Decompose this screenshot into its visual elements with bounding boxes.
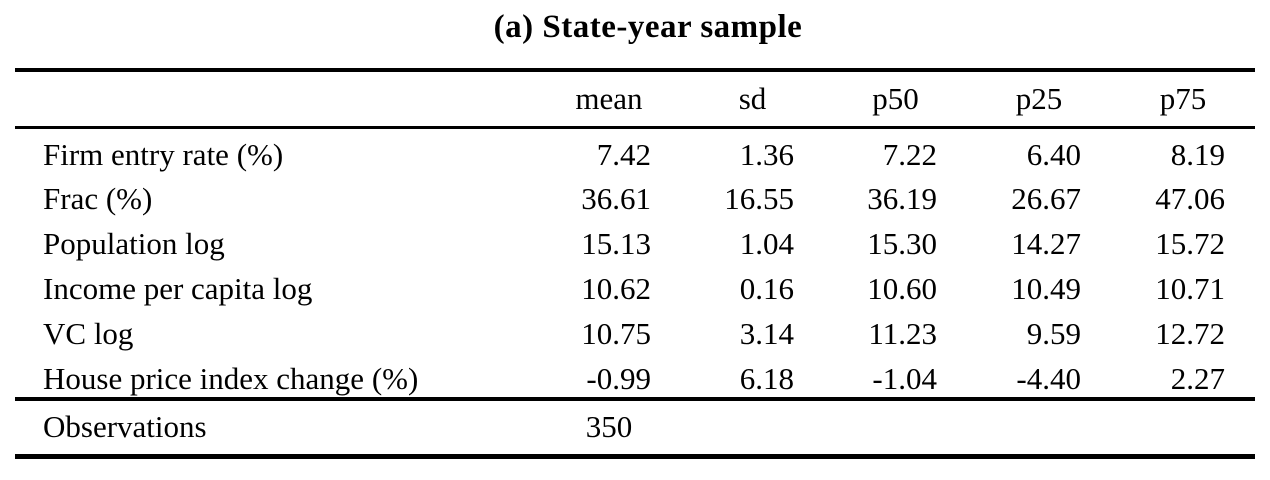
empty-cell	[1111, 399, 1255, 457]
row-label: Income per capita log	[43, 271, 313, 306]
stat-cell-mean: -0.99	[586, 360, 651, 396]
summary-statistics-table: mean sd p50 p25 p75 Firm entry rate (%) …	[15, 68, 1255, 459]
stat-cell-p75: 8.19	[1170, 136, 1225, 172]
stat-cell-p75: 2.27	[1170, 360, 1225, 396]
stat-cell-p25: 14.27	[1011, 226, 1081, 261]
stat-cell-sd: 16.55	[724, 181, 794, 216]
stat-cell-p25: -4.40	[1016, 360, 1081, 396]
stat-cell-p50: 36.19	[867, 181, 937, 216]
observations-row: Observations 350	[15, 399, 1255, 457]
stat-cell-p75: 15.72	[1155, 226, 1225, 261]
stat-cell-p25: 9.59	[1026, 316, 1081, 351]
stat-cell-p50: -1.04	[872, 360, 937, 396]
col-header-p50: p50	[872, 80, 919, 116]
row-label: Firm entry rate (%)	[43, 136, 284, 172]
table-footer: Observations 350	[15, 398, 1255, 457]
empty-cell	[824, 399, 967, 457]
empty-cell	[967, 399, 1111, 457]
empty-cell	[681, 399, 824, 457]
col-header-p25: p25	[1015, 80, 1063, 116]
col-header-p75: p75	[1159, 80, 1207, 116]
stat-cell-p50: 11.23	[868, 316, 937, 351]
stat-cell-sd: 1.36	[739, 136, 794, 172]
stat-cell-p25: 26.67	[1011, 181, 1081, 216]
stat-cell-p50: 7.22	[882, 136, 937, 172]
row-label: Frac (%)	[43, 181, 153, 216]
row-label: VC log	[43, 316, 134, 351]
stat-cell-p50: 15.30	[867, 226, 937, 261]
table-row: Frac (%) 36.61 16.55 36.19 26.67 47.06	[15, 173, 1255, 218]
table-body: Firm entry rate (%) 7.42 1.36 7.22 6.40 …	[15, 127, 1255, 399]
stat-cell-mean: 36.61	[581, 181, 651, 216]
table-header: mean sd p50 p25 p75	[15, 70, 1255, 127]
stat-cell-sd: 1.04	[739, 226, 794, 261]
stat-cell-sd: 0.16	[739, 271, 794, 306]
observations-label: Observations	[43, 409, 207, 445]
panel-title: (a) State-year sample	[493, 9, 803, 45]
row-label: House price index change (%)	[43, 360, 419, 396]
stat-cell-p25: 6.40	[1026, 136, 1081, 172]
stat-cell-p50: 10.60	[867, 271, 937, 306]
header-empty-cell	[15, 70, 537, 127]
stat-cell-p75: 47.06	[1155, 181, 1225, 216]
row-label: Population log	[43, 226, 225, 261]
stat-cell-mean: 15.13	[581, 226, 651, 261]
table-row: Firm entry rate (%) 7.42 1.36 7.22 6.40 …	[15, 127, 1255, 173]
stat-cell-mean: 10.75	[581, 316, 651, 351]
table-row: House price index change (%) -0.99 6.18 …	[15, 353, 1255, 399]
stat-cell-p75: 12.72	[1155, 316, 1225, 351]
stat-cell-sd: 6.18	[739, 360, 794, 396]
table-row: VC log 10.75 3.14 11.23 9.59 12.72	[15, 308, 1255, 353]
col-header-mean: mean	[575, 80, 643, 116]
table-row: Population log 15.13 1.04 15.30 14.27 15…	[15, 218, 1255, 263]
stat-cell-sd: 3.14	[739, 316, 794, 351]
stat-cell-mean: 10.62	[581, 271, 651, 306]
stat-cell-p25: 10.49	[1011, 271, 1081, 306]
table-row: Income per capita log 10.62 0.16 10.60 1…	[15, 263, 1255, 308]
stat-cell-p75: 10.71	[1155, 271, 1225, 306]
col-header-sd: sd	[738, 80, 767, 116]
observations-count: 350	[585, 409, 633, 445]
stat-cell-mean: 7.42	[596, 136, 651, 172]
header-row: mean sd p50 p25 p75	[15, 70, 1255, 127]
